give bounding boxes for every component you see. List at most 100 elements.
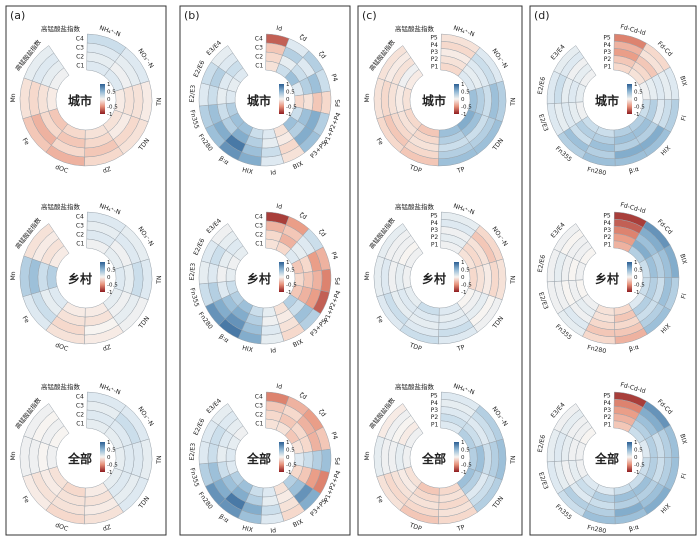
ring-label: P4 <box>430 400 438 407</box>
legend-tick: 0.5 <box>461 448 470 454</box>
legend-tick: 0.5 <box>634 90 643 96</box>
variable-label: dOC <box>54 342 69 353</box>
ring-label: P1 <box>431 63 439 70</box>
legend-tick: -1 <box>107 470 112 476</box>
ring-label: P4 <box>430 42 438 49</box>
variable-label: Fn355 <box>188 109 200 130</box>
legend-colorbar <box>100 442 105 472</box>
legend-tick: -0.5 <box>107 463 118 469</box>
legend-tick: 0 <box>107 275 111 281</box>
legend-tick: -1 <box>461 112 466 118</box>
legend-tick: -0.5 <box>461 283 472 289</box>
variable-label: BIX <box>292 518 305 529</box>
legend-tick: 0 <box>107 455 111 461</box>
legend-tick: 0.5 <box>286 90 295 96</box>
heatmap-cell <box>216 87 228 105</box>
heatmap-cell <box>320 90 332 115</box>
ring-label: C3 <box>76 45 84 52</box>
ring-label: C2 <box>255 54 263 61</box>
legend-tick: 0.5 <box>107 268 116 274</box>
legend-tick: -0.5 <box>461 463 472 469</box>
variable-label: Mn <box>10 451 17 461</box>
ring-label: P3 <box>431 227 439 234</box>
variable-label: FI <box>680 293 688 300</box>
legend-tick: -1 <box>286 112 291 118</box>
variable-label: dZ <box>102 166 112 175</box>
variable-label: TN <box>156 97 163 107</box>
variable-label: FI <box>680 115 688 122</box>
ring-label: P1 <box>604 241 612 248</box>
ring-label: C4 <box>76 394 84 401</box>
legend-tick: 0 <box>634 455 638 461</box>
variable-label: Id <box>270 347 277 355</box>
variable-label: Mn <box>10 271 17 281</box>
index-label: 高锰酸盐指数 <box>395 24 435 33</box>
legend-tick: 0 <box>286 275 290 281</box>
index-label: 高锰酸盐指数 <box>41 202 81 211</box>
variable-label: Fe <box>375 315 385 325</box>
variable-label: ζd <box>317 408 327 418</box>
variable-label: E2/E6 <box>537 434 547 453</box>
variable-label: ζd <box>317 228 327 238</box>
variable-label: TDP <box>408 342 423 353</box>
ring-label: C4 <box>76 214 84 221</box>
ring-label: P2 <box>604 414 612 421</box>
ring-label: P5 <box>603 35 611 42</box>
variable-label: TN <box>510 275 517 285</box>
heatmap-cell <box>320 268 332 293</box>
legend-tick: 1 <box>286 440 290 446</box>
index-label: 高锰酸盐指数 <box>395 202 435 211</box>
heatmap-cell <box>320 448 332 473</box>
legend-tick: 1 <box>107 260 111 266</box>
ring-label: C3 <box>76 223 84 230</box>
variable-label: P5 <box>335 277 342 285</box>
variable-label: ζd <box>298 33 308 43</box>
section-title: 城市 <box>595 93 619 108</box>
legend-colorbar <box>100 262 105 292</box>
ring-label: P4 <box>603 400 611 407</box>
legend-tick: -0.5 <box>286 463 297 469</box>
heatmap-cell <box>48 245 70 269</box>
legend-tick: 0 <box>634 97 638 103</box>
variable-label: Fe <box>21 137 31 147</box>
legend-tick: 1 <box>286 82 290 88</box>
heatmap-cell <box>302 271 314 289</box>
heatmap-cell <box>579 426 597 446</box>
legend-tick: 0 <box>461 275 465 281</box>
ring-label: P4 <box>603 42 611 49</box>
heatmap-cell <box>262 128 277 140</box>
variable-label: Mn <box>364 451 371 461</box>
section-title: 乡村 <box>247 271 271 286</box>
variable-label: TDP <box>408 164 423 175</box>
ring-label: C2 <box>76 412 84 419</box>
legend-tick: 0 <box>107 97 111 103</box>
ring-label: C1 <box>255 63 263 70</box>
legend-tick: -0.5 <box>634 105 645 111</box>
variable-label: TP <box>455 166 465 175</box>
variable-label: Fn280 <box>586 524 606 535</box>
heatmap-cell <box>404 426 424 449</box>
legend-tick: 0 <box>286 97 290 103</box>
ring-label: P5 <box>430 213 438 220</box>
variable-label: β:α <box>628 524 640 534</box>
circular-heatmap: IdζdζdP4P5P1+P2+P4P3+P5BIXIdHIXβ:αFn280F… <box>188 383 342 535</box>
variable-label: ζd <box>298 391 308 401</box>
variable-label: BIX <box>292 160 305 171</box>
variable-label: Id <box>276 25 283 33</box>
variable-label: E2/E3 <box>189 263 197 281</box>
legend-tick: 0.5 <box>286 448 295 454</box>
legend-colorbar <box>454 262 459 292</box>
ring-label: P5 <box>603 213 611 220</box>
index-label: 高锰酸盐指数 <box>41 382 81 391</box>
legend-tick: 1 <box>286 260 290 266</box>
variable-label: BIX <box>678 433 688 446</box>
ring-label: P5 <box>430 393 438 400</box>
variable-label: E2/E6 <box>537 76 547 95</box>
variable-label: β:α <box>218 333 230 344</box>
variable-label: BIX <box>678 75 688 88</box>
variable-label: BIX <box>678 253 688 266</box>
